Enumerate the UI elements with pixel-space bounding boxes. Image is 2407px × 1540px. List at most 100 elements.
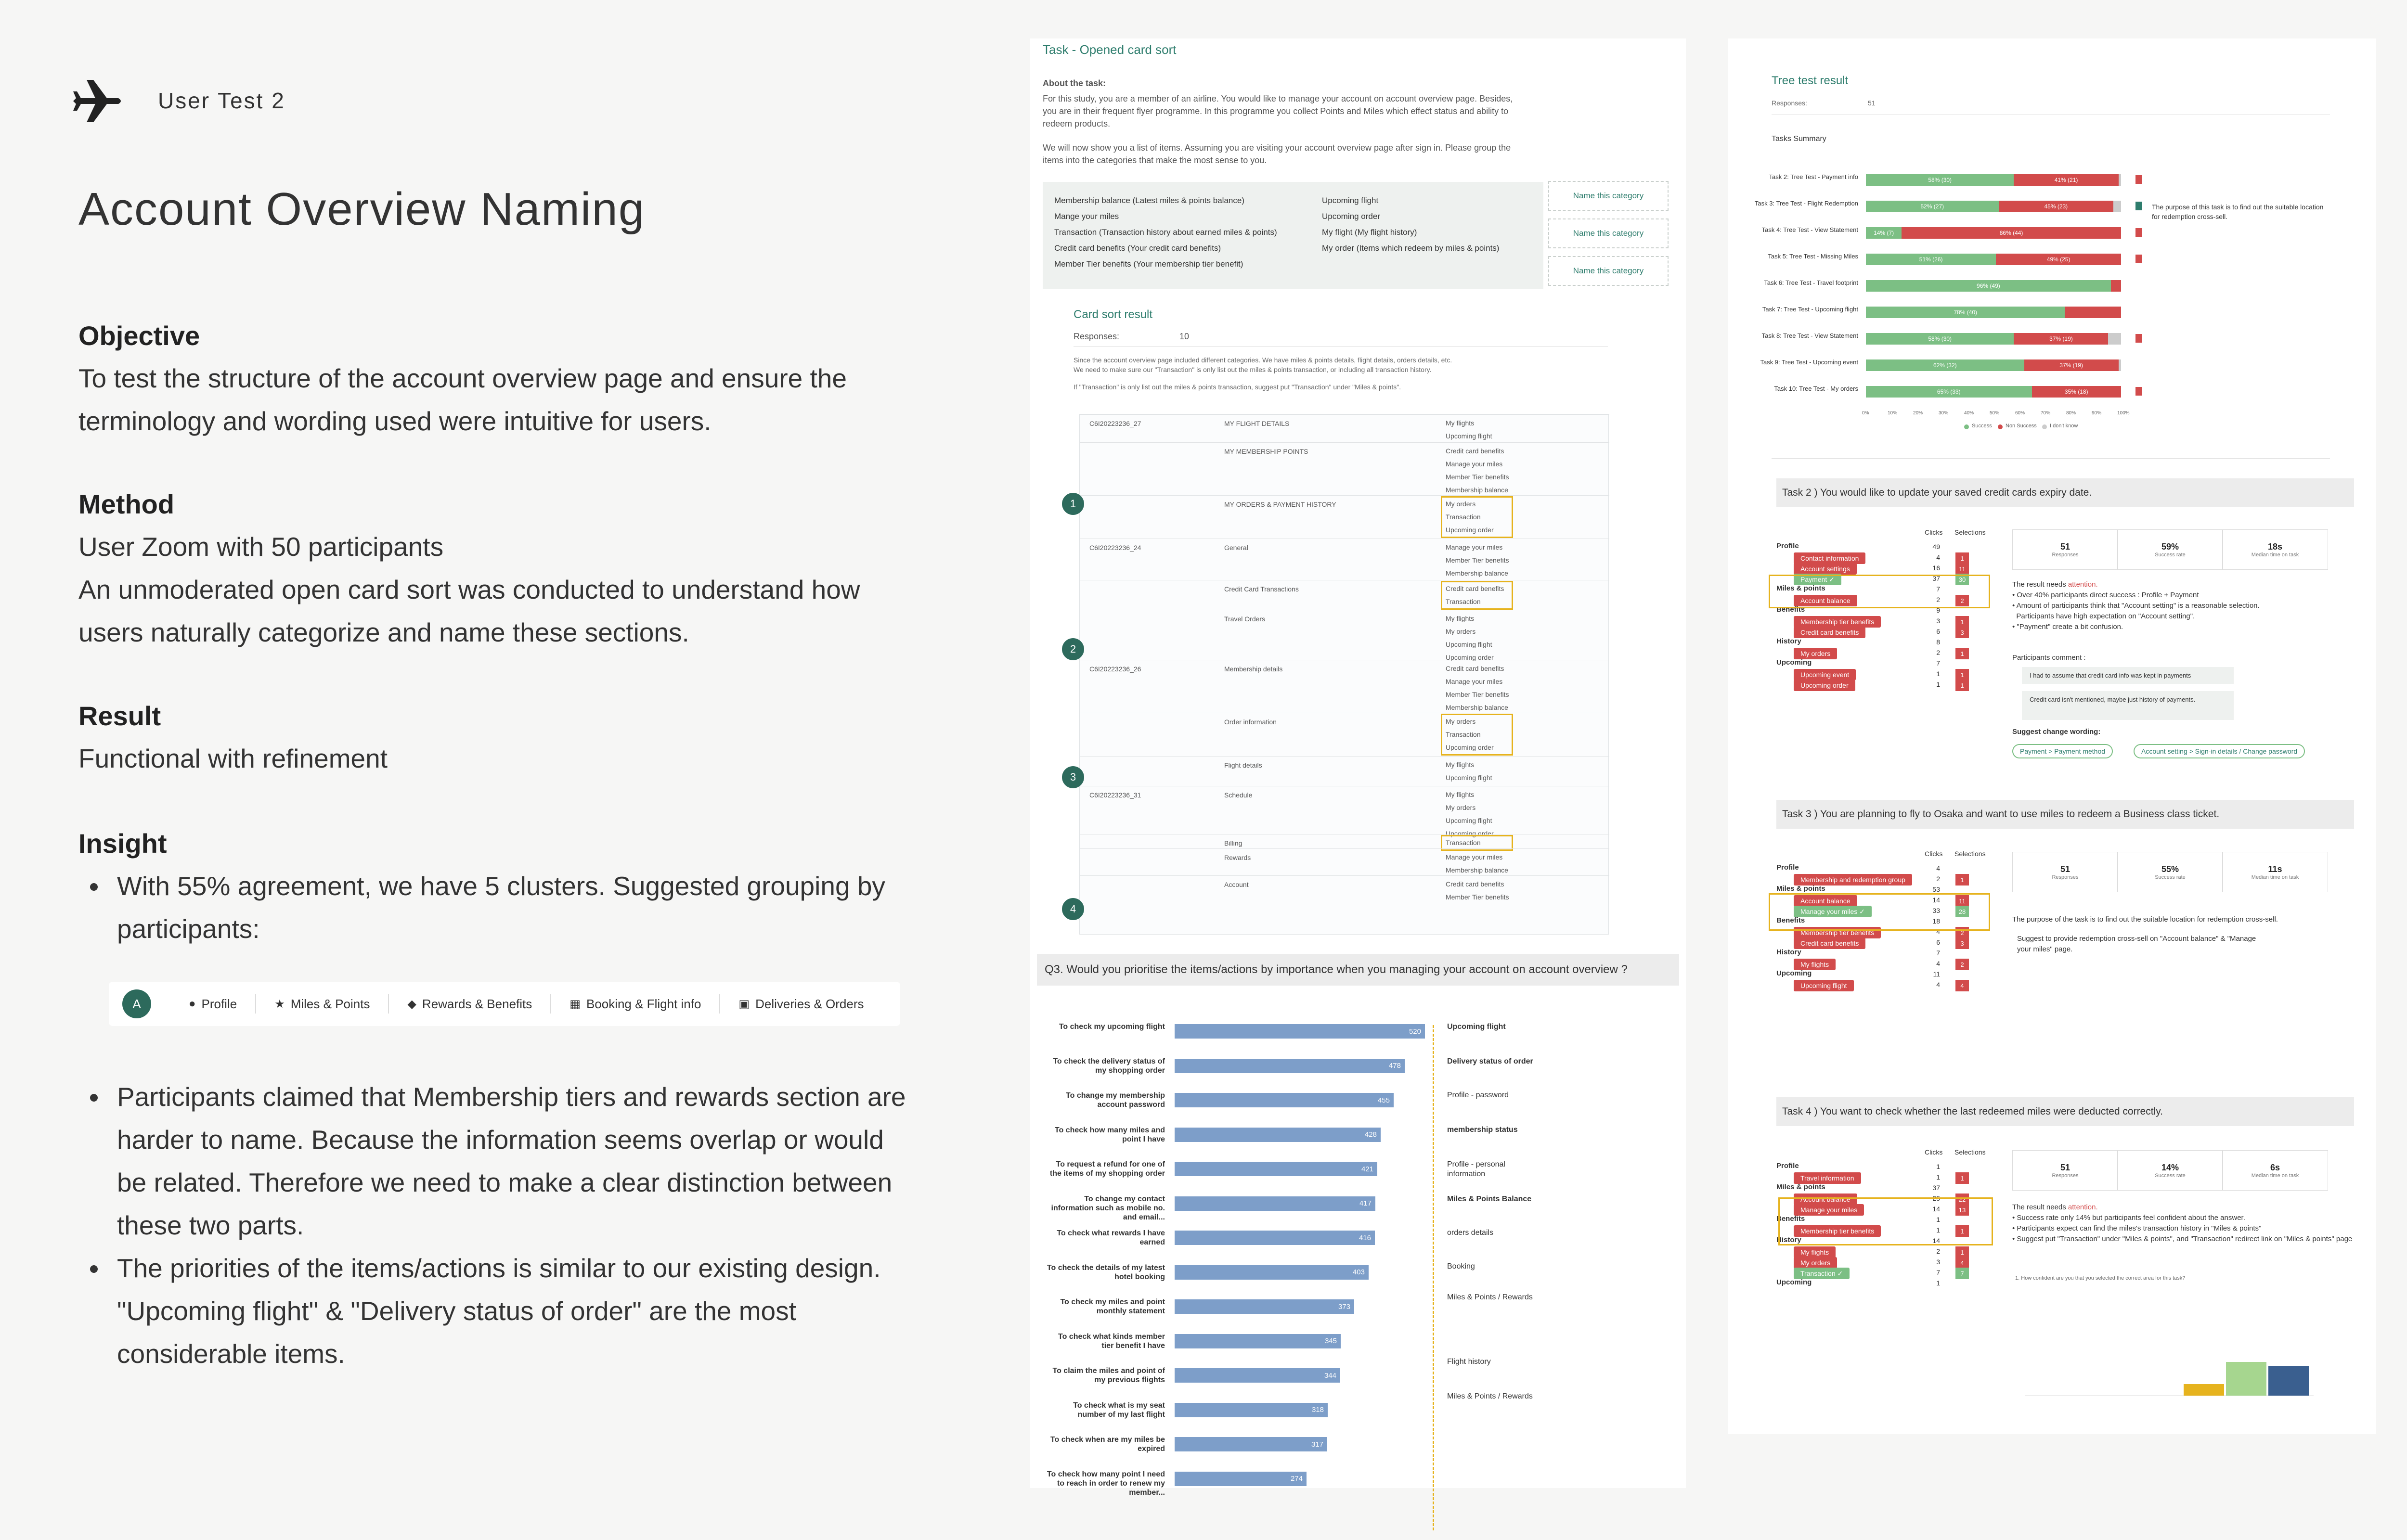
tree-selections: 11 xyxy=(1955,563,1969,575)
tree-selections: 11 xyxy=(1955,895,1969,907)
tt-task-label: Task 4: Tree Test - View Statement xyxy=(1761,226,1858,233)
task2-suggest-label: Suggest change wording: xyxy=(2012,728,2101,736)
tree-pill: My flights xyxy=(1794,959,1836,970)
tt-task-label: Task 6: Tree Test - Travel footprint xyxy=(1764,279,1858,286)
tree-pill: My orders xyxy=(1794,648,1838,659)
tt-task-bar: 58% (30) 37% (19) xyxy=(1866,333,2121,345)
tree-test-panel: Tree test result Responses: 51 Tasks Sum… xyxy=(1728,38,2376,1434)
q3-bar-value: 421 xyxy=(1361,1165,1373,1173)
tree-selections: 1 xyxy=(1955,1172,1969,1184)
tree-selections: 1 xyxy=(1955,1225,1969,1237)
card-sort-row: MY ORDERS & PAYMENT HISTORY My orders Tra… xyxy=(1080,495,1609,539)
objective-section: Objective To test the structure of the a… xyxy=(78,320,945,443)
tree-clicks: 2 xyxy=(1936,649,1940,656)
q3-bar-value: 478 xyxy=(1388,1062,1401,1070)
tree-pill: Membership tier benefits xyxy=(1794,927,1881,938)
q3-bar xyxy=(1175,1368,1340,1383)
task4-clicks-label: Clicks xyxy=(1925,1148,1943,1156)
task3-stat-3: 11s Median time on task xyxy=(2222,852,2328,892)
name-category-box-3[interactable]: Name this category xyxy=(1548,256,1669,286)
q3-rank-label: Miles & Points / Rewards xyxy=(1447,1293,1533,1301)
result-section: Result Functional with refinement xyxy=(78,700,945,780)
row-id: C6I20223236_31 xyxy=(1089,791,1141,799)
tree-clicks: 14 xyxy=(1932,1205,1940,1213)
method-heading: Method xyxy=(78,489,175,519)
tree-category: Upcoming xyxy=(1776,969,1812,977)
tree-clicks: 37 xyxy=(1932,575,1940,582)
q3-bar-label: To check the delivery status of my shopp… xyxy=(1053,1057,1165,1075)
tree-clicks: 14 xyxy=(1932,896,1940,904)
tt-task-label: Task 7: Tree Test - Upcoming flight xyxy=(1762,306,1858,313)
tree-category: Benefits xyxy=(1776,916,1805,924)
tree-clicks: 7 xyxy=(1936,659,1940,667)
tasks-summary-label: Tasks Summary xyxy=(1772,135,1826,143)
tree-clicks: 4 xyxy=(1936,553,1940,561)
row-items: Credit card benefits Manage your miles Mem… xyxy=(1446,447,1509,494)
card-sort-row: Order information My orders Transaction Up… xyxy=(1080,713,1609,756)
tree-pill: Travel information xyxy=(1794,1172,1861,1184)
q3-bar-value: 344 xyxy=(1324,1371,1336,1380)
left-column: User Test 2 Account Overview Naming Obje… xyxy=(0,0,963,1540)
q3-bar-value: 373 xyxy=(1338,1302,1350,1311)
tt-fail-segment: 35% (18) xyxy=(2032,386,2121,398)
tt-success-segment: 78% (40) xyxy=(1866,307,2065,318)
q3-rank-label: Booking xyxy=(1447,1262,1475,1270)
card-sort-row: Rewards Manage your miles Membership bala… xyxy=(1080,848,1609,875)
q3-bar-label: To check my miles and point monthly stat… xyxy=(1060,1298,1165,1315)
q3-bar xyxy=(1175,1299,1354,1314)
tree-selections: 1 xyxy=(1955,1246,1969,1258)
tree-clicks: 49 xyxy=(1932,543,1940,551)
task2-quote-1: I had to assume that credit card info wa… xyxy=(2022,667,2234,684)
method-line-1: User Zoom with 50 participants xyxy=(78,532,444,562)
result-note-3: If "Transaction" is only list out the mi… xyxy=(1074,383,1401,391)
tt-task-bar: 65% (33) 35% (18) xyxy=(1866,386,2121,398)
tree-pill: Account balance xyxy=(1794,595,1857,606)
tree-test-title: Tree test result xyxy=(1772,74,1849,87)
group-profile: ● Profile xyxy=(170,994,257,1014)
tt-task-label: Task 8: Tree Test - View Statement xyxy=(1761,332,1858,339)
name-category-box-1[interactable]: Name this category xyxy=(1548,181,1669,211)
tt-task-label: Task 9: Tree Test - Upcoming event xyxy=(1760,359,1858,366)
row-id: C6I20223236_26 xyxy=(1089,665,1141,673)
q3-bar-value: 345 xyxy=(1324,1337,1337,1345)
q3-bar-value: 318 xyxy=(1311,1406,1324,1414)
marker-4: 4 xyxy=(1062,898,1084,920)
tt-dontknow-segment xyxy=(2118,174,2121,186)
row-items: My flights Upcoming flight xyxy=(1446,761,1492,782)
q3-rank-label: Profile - password xyxy=(1447,1091,1509,1099)
tt-axis-tick: 10% xyxy=(1888,411,1898,416)
row-items: My orders Transaction Upcoming order xyxy=(1446,718,1494,751)
tree-responses-label: Responses: xyxy=(1772,99,1807,107)
tree-clicks: 37 xyxy=(1932,1184,1940,1192)
q3-rank-label: membership status xyxy=(1447,1126,1518,1134)
row-items: Manage your miles Membership balance xyxy=(1446,853,1508,874)
card-sort-row: Flight details My flights Upcoming flight xyxy=(1080,756,1609,786)
items-left: Membership balance (Latest miles & point… xyxy=(1054,196,1277,269)
tree-pill: Manage your miles ✓ xyxy=(1794,906,1872,917)
tree-clicks: 6 xyxy=(1936,938,1940,946)
tree-pill: Membership tier benefits xyxy=(1794,616,1881,628)
task4-stat-2: 14% Success rate xyxy=(2117,1150,2223,1191)
q3-rank-label: Miles & Points Balance xyxy=(1447,1195,1532,1203)
tree-selections: 1 xyxy=(1955,680,1969,691)
q3-rank-label: Miles & Points / Rewards xyxy=(1447,1392,1533,1400)
about-label: About the task: xyxy=(1043,78,1106,88)
q3-bar-label: To check what is my seat number of my la… xyxy=(1073,1401,1165,1419)
group-miles-points: ★ Miles & Points xyxy=(256,994,389,1014)
tree-category: Profile xyxy=(1776,1162,1799,1170)
tree-category: History xyxy=(1776,948,1801,956)
tree-clicks: 7 xyxy=(1936,949,1940,957)
tt-task-label: Task 10: Tree Test - My orders xyxy=(1774,385,1858,392)
intro-1: For this study, you are a member of an a… xyxy=(1043,94,1513,128)
tt-axis-tick: 70% xyxy=(2041,411,2051,416)
name-category-box-2[interactable]: Name this category xyxy=(1548,218,1669,248)
q3-bar xyxy=(1175,1127,1381,1142)
row-category: Billing xyxy=(1224,839,1242,847)
flag-icon xyxy=(2135,175,2142,184)
tree-selections: 1 xyxy=(1955,648,1969,659)
highlight-box xyxy=(1441,581,1513,610)
row-category: Account xyxy=(1224,881,1249,888)
tree-clicks: 4 xyxy=(1936,960,1940,967)
task4-notes: The result needs attention. • Success ra… xyxy=(2012,1203,2353,1243)
row-id: C6I20223236_27 xyxy=(1089,420,1141,427)
